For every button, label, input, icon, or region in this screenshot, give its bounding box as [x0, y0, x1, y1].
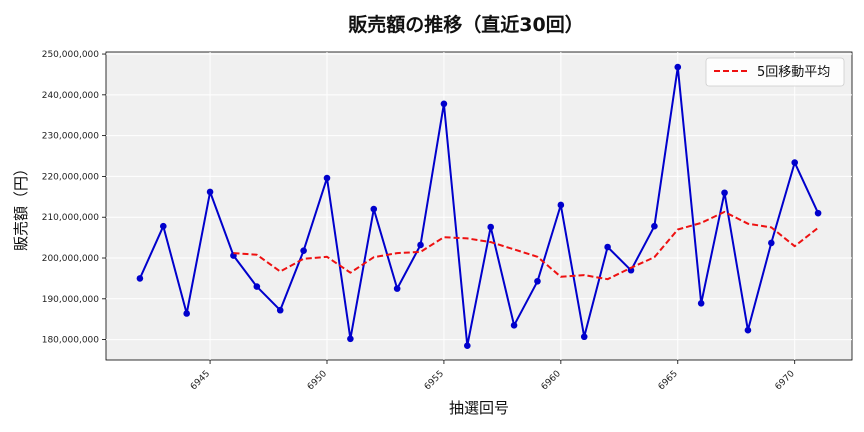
sales-data-point — [136, 275, 144, 282]
y-tick-label: 180,000,000 — [42, 336, 100, 346]
sales-data-point — [370, 205, 378, 213]
y-tick-label: 240,000,000 — [42, 91, 100, 101]
legend-label-moving-average: 5回移動平均 — [757, 65, 830, 80]
sales-data-point — [744, 326, 752, 334]
sales-data-point — [464, 342, 471, 350]
x-tick-label: 6960 — [540, 369, 563, 392]
y-tick-label: 230,000,000 — [42, 132, 100, 142]
sales-data-point — [276, 306, 284, 314]
sales-series-line — [138, 66, 820, 347]
legend-box — [705, 57, 845, 87]
x-tick-label: 6970 — [774, 369, 797, 392]
sales-data-point — [604, 243, 611, 251]
y-axis-title: 販売額（円） — [12, 161, 30, 251]
sales-data-point — [440, 100, 448, 108]
sales-data-point — [768, 239, 775, 247]
sales-data-point — [557, 201, 565, 209]
sales-data-point — [206, 188, 214, 196]
sales-data-point — [159, 222, 167, 230]
sales-data-point — [651, 222, 658, 230]
y-tick-label: 250,000,000 — [42, 50, 100, 60]
x-axis: 6945 6950 6955 6960 6965 6970 — [189, 360, 797, 392]
y-tick-label: 210,000,000 — [42, 213, 100, 223]
sales-data-point — [697, 299, 705, 307]
plot-area — [105, 51, 853, 361]
sales-data-point — [253, 283, 261, 290]
sales-data-point — [300, 247, 307, 254]
sales-data-point — [323, 174, 331, 182]
sales-data-point — [580, 333, 588, 341]
y-tick-label: 200,000,000 — [42, 254, 100, 264]
moving-average-line — [233, 210, 819, 281]
sales-data-point — [674, 63, 682, 71]
sales-data-point — [417, 241, 424, 249]
sales-data-point — [814, 209, 822, 217]
sales-data-point — [534, 277, 541, 285]
x-axis-title: 抽選回号 — [449, 399, 509, 417]
x-tick-label: 6965 — [657, 369, 680, 392]
x-tick-label: 6950 — [306, 369, 329, 392]
sales-data-point — [627, 266, 635, 274]
sales-data-point — [183, 310, 190, 317]
sales-data-point — [791, 159, 799, 166]
y-tick-label: 190,000,000 — [42, 295, 100, 305]
sales-data-point — [393, 285, 401, 292]
sales-data-point — [721, 189, 728, 197]
x-tick-label: 6955 — [423, 369, 446, 392]
sales-data-point — [487, 223, 494, 231]
y-axis: 180,000,000 190,000,000 200,000,000 210,000… — [42, 50, 106, 346]
legend: 5回移動平均 — [705, 57, 845, 87]
x-tick-label: 6945 — [189, 369, 212, 392]
sales-data-point — [347, 335, 354, 343]
chart-title: 販売額の推移（直近30回） — [348, 13, 583, 36]
sales-data-point — [510, 322, 518, 329]
series-layer — [136, 63, 822, 350]
y-tick-label: 220,000,000 — [42, 172, 100, 182]
